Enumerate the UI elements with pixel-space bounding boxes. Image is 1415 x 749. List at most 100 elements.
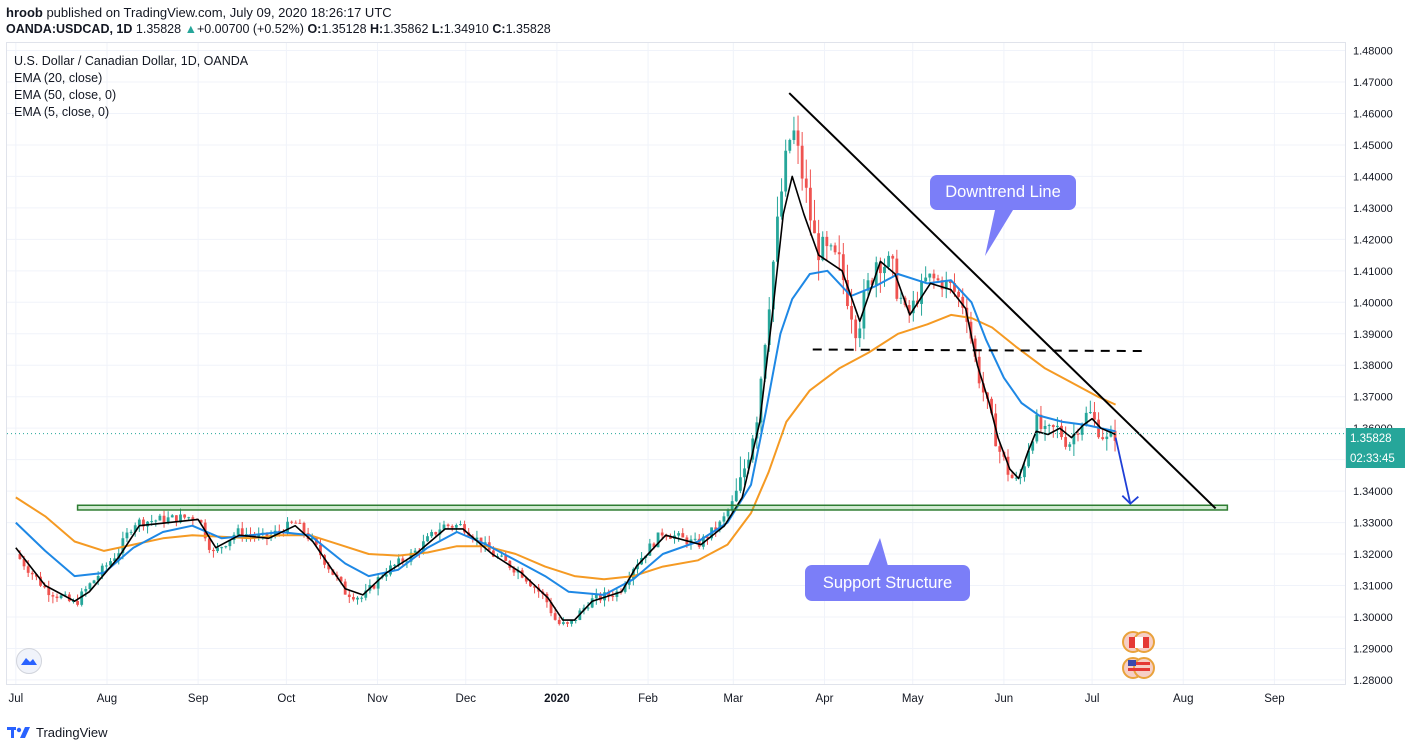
y-tick-label: 1.37000 bbox=[1353, 392, 1393, 404]
candle-body bbox=[446, 524, 450, 527]
candle-body bbox=[310, 537, 314, 540]
y-tick-label: 1.34000 bbox=[1353, 486, 1393, 498]
candle-body bbox=[92, 580, 96, 584]
y-tick-label: 1.29000 bbox=[1353, 643, 1393, 655]
y-tick-label: 1.32000 bbox=[1353, 549, 1393, 561]
candle-body bbox=[800, 145, 804, 179]
tradingview-logo-icon[interactable] bbox=[6, 724, 32, 740]
x-tick-label: Sep bbox=[1264, 693, 1284, 705]
legend-title[interactable]: U.S. Dollar / Canadian Dollar, 1D, OANDA bbox=[14, 54, 249, 68]
candle-body bbox=[22, 558, 26, 567]
candle-body bbox=[129, 531, 133, 533]
x-tick-label: Jul bbox=[8, 693, 23, 705]
candle-body bbox=[866, 280, 870, 291]
candle-body bbox=[236, 528, 240, 535]
candle-body bbox=[1076, 433, 1080, 435]
candle-body bbox=[224, 546, 228, 548]
candle-body bbox=[76, 601, 79, 605]
y-tick-label: 1.40000 bbox=[1353, 297, 1393, 309]
candle-body bbox=[883, 266, 886, 274]
candle-body bbox=[39, 576, 42, 586]
candle-body bbox=[47, 587, 51, 596]
symbol-label: OANDA:USDCAD, 1D bbox=[6, 22, 133, 36]
candle-body bbox=[1109, 430, 1113, 437]
high-value: 1.35862 bbox=[383, 22, 429, 36]
candle-body bbox=[158, 515, 162, 521]
candle-body bbox=[788, 140, 792, 151]
candle-body bbox=[80, 591, 84, 605]
candle-body bbox=[594, 594, 598, 599]
candle-body bbox=[59, 595, 63, 599]
candle-body bbox=[72, 601, 75, 603]
candle-body bbox=[743, 468, 746, 478]
candle-body bbox=[817, 233, 821, 261]
candle-body bbox=[825, 236, 829, 247]
events-flags-icon[interactable] bbox=[1115, 628, 1165, 683]
candle-body bbox=[1056, 425, 1059, 428]
candle-body bbox=[162, 515, 166, 523]
candle-body bbox=[421, 541, 425, 552]
candle-body bbox=[212, 549, 215, 552]
countdown-value: 02:33:45 bbox=[1350, 453, 1395, 465]
candle-body bbox=[1072, 433, 1076, 445]
candle-body bbox=[216, 547, 219, 552]
support-annotation[interactable]: Support Structure bbox=[805, 565, 970, 601]
candle-body bbox=[878, 262, 882, 274]
candle-body bbox=[677, 533, 681, 536]
candle-body bbox=[63, 594, 67, 596]
candle-body bbox=[88, 583, 92, 590]
downtrend-line bbox=[788, 92, 1217, 510]
candle-body bbox=[648, 543, 652, 556]
candle-body bbox=[450, 526, 454, 528]
candle-body bbox=[104, 565, 108, 567]
candle-body bbox=[1060, 425, 1063, 438]
candle-body bbox=[43, 585, 47, 588]
support-zone bbox=[76, 504, 1229, 511]
candle-body bbox=[924, 277, 928, 282]
y-tick-label: 1.38000 bbox=[1353, 360, 1393, 372]
legend-ema50[interactable]: EMA (50, close, 0) bbox=[14, 88, 117, 102]
candle-body bbox=[920, 281, 923, 304]
candle-body bbox=[240, 528, 244, 538]
candle-body bbox=[603, 592, 606, 601]
candle-body bbox=[948, 281, 952, 284]
footer-brand[interactable]: TradingView bbox=[36, 724, 108, 740]
candle-body bbox=[26, 566, 30, 573]
candle-body bbox=[442, 524, 446, 530]
candle-body bbox=[500, 555, 504, 557]
downtrend-annotation[interactable]: Downtrend Line bbox=[930, 175, 1076, 210]
candle-body bbox=[352, 597, 355, 600]
x-tick-label: 2020 bbox=[544, 693, 570, 705]
candle-body bbox=[553, 613, 557, 620]
candle-body bbox=[438, 529, 442, 535]
candle-body bbox=[623, 584, 627, 592]
publisher-name[interactable]: hroob bbox=[6, 5, 43, 20]
x-tick-label: Dec bbox=[456, 693, 477, 705]
candle-body bbox=[664, 535, 668, 538]
low-value: 1.34910 bbox=[443, 22, 489, 36]
candle-body bbox=[220, 547, 224, 549]
legend-ema20[interactable]: EMA (20, close) bbox=[14, 71, 103, 85]
candle-body bbox=[574, 619, 578, 621]
candle-body bbox=[932, 273, 936, 279]
downtrend-annotation-pointer bbox=[985, 210, 1013, 256]
candle-body bbox=[1014, 477, 1018, 479]
x-tick-label: May bbox=[902, 693, 924, 705]
ema50-line bbox=[15, 313, 1117, 581]
candle-body bbox=[183, 514, 187, 518]
x-tick-label: Jul bbox=[1085, 693, 1100, 705]
candle-body bbox=[833, 245, 837, 253]
candle-body bbox=[376, 577, 380, 589]
candle-body bbox=[693, 538, 697, 540]
candle-body bbox=[55, 596, 59, 599]
candle-body bbox=[413, 550, 417, 553]
candle-body bbox=[936, 278, 940, 281]
ema5-line bbox=[15, 175, 1116, 621]
candle-body bbox=[973, 338, 977, 357]
candle-body bbox=[96, 576, 100, 581]
last-price-badge: 1.35828 bbox=[1346, 428, 1405, 450]
legend-ema5[interactable]: EMA (5, close, 0) bbox=[14, 105, 110, 119]
candle-body bbox=[821, 236, 825, 261]
candle-body bbox=[1093, 412, 1096, 420]
